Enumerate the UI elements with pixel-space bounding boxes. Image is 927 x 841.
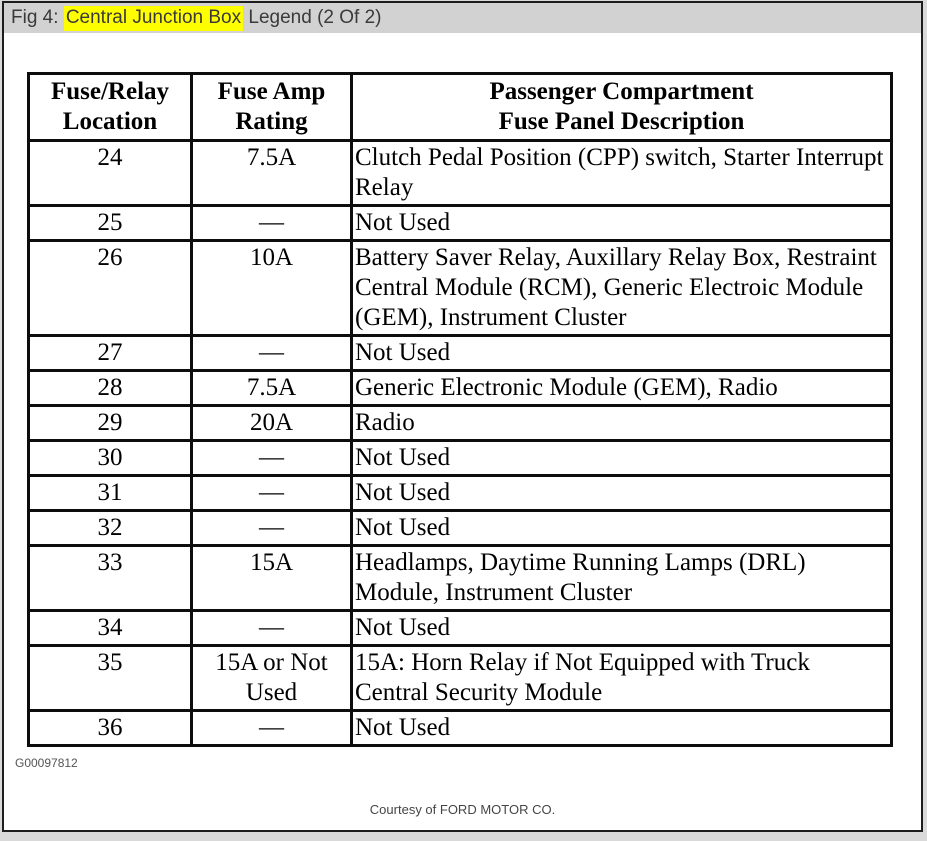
fuse-location-cell: 33 (27, 544, 193, 612)
courtesy-credit: Courtesy of FORD MOTOR CO. (369, 802, 556, 817)
description-cell: Headlamps, Daytime Running Lamps (DRL) M… (350, 544, 893, 612)
figure-title-bar: Fig 4: Central Junction Box Legend (2 Of… (4, 3, 921, 33)
table-row: 30 — Not Used (27, 439, 893, 477)
amp-rating-cell: 10A (190, 239, 353, 337)
table-row: 26 10A Battery Saver Relay, Auxillary Re… (27, 239, 893, 337)
amp-rating-cell: — (190, 204, 353, 242)
description-cell: Not Used (350, 509, 893, 547)
description-cell: Not Used (350, 334, 893, 372)
amp-rating-cell: 20A (190, 404, 353, 442)
description-cell: Battery Saver Relay, Auxillary Relay Box… (350, 239, 893, 337)
col-header-fuse-location: Fuse/Relay Location (27, 72, 193, 142)
table-row: 36 — Not Used (27, 709, 893, 747)
description-cell: Clutch Pedal Position (CPP) switch, Star… (350, 139, 893, 207)
description-cell: 15A: Horn Relay if Not Equipped with Tru… (350, 644, 893, 712)
amp-rating-cell: — (190, 709, 353, 747)
fuse-location-cell: 28 (27, 369, 193, 407)
description-cell: Not Used (350, 609, 893, 647)
fuse-location-cell: 32 (27, 509, 193, 547)
amp-rating-cell: — (190, 474, 353, 512)
col-header-description: Passenger Compartment Fuse Panel Descrip… (350, 72, 893, 142)
description-cell: Not Used (350, 204, 893, 242)
col-header-amp-rating: Fuse Amp Rating (190, 72, 353, 142)
figure-title-suffix: Legend (2 Of 2) (243, 7, 382, 28)
amp-rating-cell: 15A (190, 544, 353, 612)
figure-title-prefix: Fig 4: (11, 7, 64, 28)
amp-rating-cell: — (190, 439, 353, 477)
table-row: 25 — Not Used (27, 204, 893, 242)
figure-title-highlight: Central Junction Box (63, 5, 244, 31)
table-row: 33 15A Headlamps, Daytime Running Lamps … (27, 544, 893, 612)
amp-rating-cell: — (190, 609, 353, 647)
fuse-legend-table: Fuse/Relay Location Fuse Amp Rating Pass… (27, 72, 893, 747)
fuse-location-cell: 30 (27, 439, 193, 477)
description-cell: Not Used (350, 439, 893, 477)
table-row: 34 — Not Used (27, 609, 893, 647)
fuse-location-cell: 29 (27, 404, 193, 442)
table-row: 29 20A Radio (27, 404, 893, 442)
fuse-location-cell: 31 (27, 474, 193, 512)
amp-rating-cell: — (190, 509, 353, 547)
fuse-location-cell: 27 (27, 334, 193, 372)
description-cell: Generic Electronic Module (GEM), Radio (350, 369, 893, 407)
amp-rating-cell: 7.5A (190, 369, 353, 407)
amp-rating-cell: 7.5A (190, 139, 353, 207)
fuse-location-cell: 36 (27, 709, 193, 747)
fuse-location-cell: 24 (27, 139, 193, 207)
fuse-location-cell: 25 (27, 204, 193, 242)
table-row: 28 7.5A Generic Electronic Module (GEM),… (27, 369, 893, 407)
table-row: 32 — Not Used (27, 509, 893, 547)
figure-id: G00097812 (15, 756, 78, 770)
fuse-location-cell: 26 (27, 239, 193, 337)
table-row: 24 7.5A Clutch Pedal Position (CPP) swit… (27, 139, 893, 207)
table-row: 31 — Not Used (27, 474, 893, 512)
amp-rating-cell: 15A or Not Used (190, 644, 353, 712)
description-cell: Radio (350, 404, 893, 442)
table-row: 27 — Not Used (27, 334, 893, 372)
description-cell: Not Used (350, 709, 893, 747)
table-header-row: Fuse/Relay Location Fuse Amp Rating Pass… (27, 72, 893, 142)
table-row: 35 15A or Not Used 15A: Horn Relay if No… (27, 644, 893, 712)
fuse-location-cell: 35 (27, 644, 193, 712)
amp-rating-cell: — (190, 334, 353, 372)
description-cell: Not Used (350, 474, 893, 512)
fuse-location-cell: 34 (27, 609, 193, 647)
